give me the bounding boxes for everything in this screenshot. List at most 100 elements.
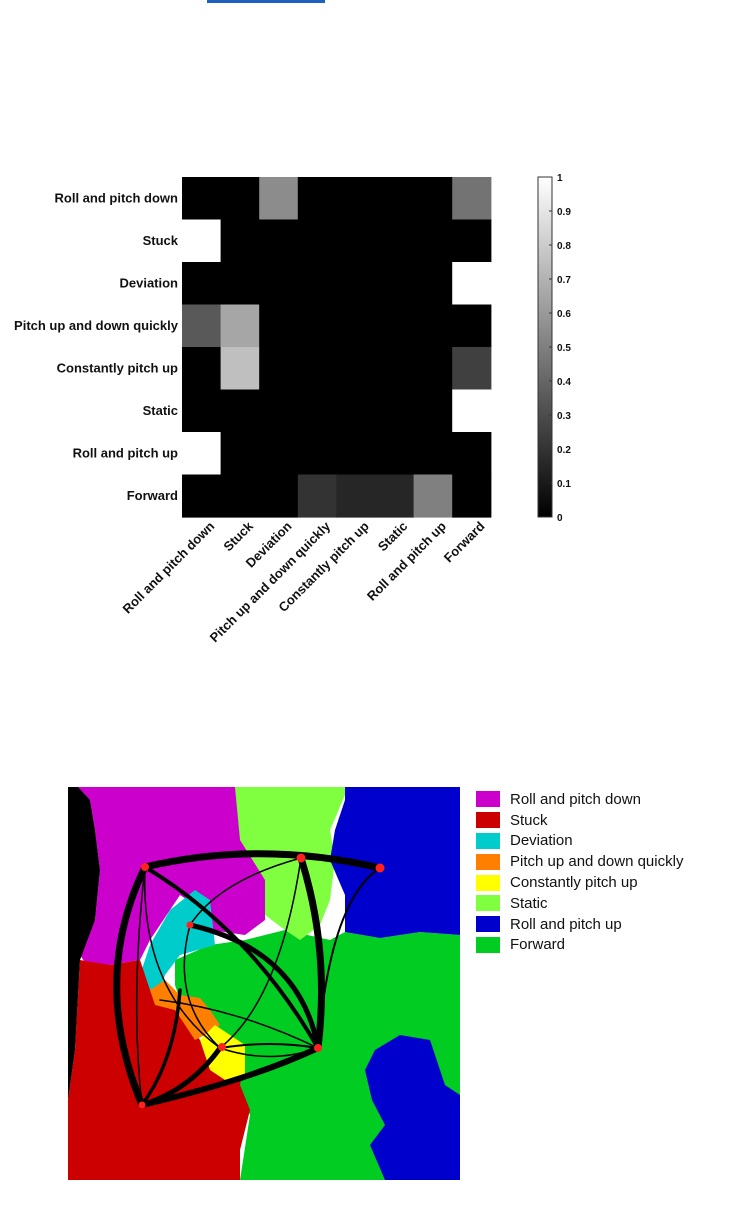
heatmap-cell-r6-c2 bbox=[259, 432, 299, 476]
node-stuck bbox=[138, 1101, 146, 1109]
region-legend: Roll and pitch down Stuck Deviation Pitch u… bbox=[476, 789, 683, 955]
heatmap-cell-r1-c1 bbox=[220, 219, 260, 263]
y-tick-label: Forward bbox=[127, 488, 178, 503]
heatmap-cell-r0-c3 bbox=[297, 177, 337, 221]
legend-label: Deviation bbox=[510, 832, 573, 850]
heatmap-cell-r6-c1 bbox=[220, 432, 260, 476]
edge-stuck-forward bbox=[139, 1045, 321, 1108]
y-tick-label: Deviation bbox=[119, 275, 178, 290]
y-tick-label: Static bbox=[143, 403, 178, 418]
heatmap-cell-r4-c4 bbox=[336, 347, 376, 391]
edge-rpd-stuck-thin bbox=[135, 866, 146, 1106]
y-tick-label: Stuck bbox=[143, 233, 179, 248]
y-tick-label: Roll and pitch down bbox=[55, 190, 179, 205]
edge-static-forward bbox=[297, 854, 326, 1052]
heatmap-cell-r1-c5 bbox=[375, 219, 415, 263]
edge-cpu-forward-2 bbox=[219, 1047, 319, 1058]
heatmap-cell-r5-c5 bbox=[375, 389, 415, 433]
edge-rpd-cpu bbox=[143, 866, 221, 1049]
region-roll-and-pitch-up-lower bbox=[365, 1035, 460, 1180]
heatmap-cell-r1-c6 bbox=[413, 219, 453, 263]
confusion-heatmap bbox=[182, 177, 492, 518]
legend-entry: Static bbox=[476, 893, 683, 914]
heatmap-cell-r0-c1 bbox=[220, 177, 260, 221]
heatmap-cell-r4-c7 bbox=[452, 347, 492, 391]
legend-label: Roll and pitch up bbox=[510, 915, 622, 933]
transition-nodes bbox=[138, 853, 385, 1109]
heatmap-y-labels: Roll and pitch down Stuck Deviation Pitch u… bbox=[14, 190, 179, 503]
edge-rpd-rpu bbox=[141, 850, 384, 872]
node-deviation bbox=[186, 921, 194, 929]
heatmap-cell-r7-c1 bbox=[220, 474, 260, 518]
edge-static-rpd bbox=[189, 857, 302, 926]
region-pitch-up-and-down-quickly bbox=[150, 980, 220, 1040]
node-roll-and-pitch-down bbox=[141, 863, 149, 871]
heatmap-cell-r4-c0 bbox=[182, 347, 222, 391]
heatmap-cell-r4-c5 bbox=[375, 347, 415, 391]
colorbar-tick-label: 0.1 bbox=[557, 479, 571, 490]
colorbar-tick-label: 1 bbox=[557, 173, 563, 184]
heatmap-cell-r6-c5 bbox=[375, 432, 415, 476]
region-map bbox=[68, 787, 460, 1180]
heatmap-cell-r4-c1 bbox=[220, 347, 260, 391]
heatmap-cell-r2-c6 bbox=[413, 262, 453, 306]
heatmap-cell-r2-c5 bbox=[375, 262, 415, 306]
heatmap-cell-r6-c0 bbox=[182, 432, 222, 476]
heatmap-cell-r3-c2 bbox=[259, 304, 299, 348]
legend-swatch bbox=[476, 874, 500, 891]
y-tick-label: Constantly pitch up bbox=[57, 360, 178, 375]
heatmap-cell-r1-c4 bbox=[336, 219, 376, 263]
x-tick-label: Static bbox=[375, 519, 411, 555]
node-forward bbox=[314, 1044, 322, 1052]
legend-swatch bbox=[476, 791, 500, 808]
legend-swatch bbox=[476, 936, 500, 953]
edge-static-cpu bbox=[219, 857, 302, 1049]
heatmap-cell-r0-c5 bbox=[375, 177, 415, 221]
heatmap-cell-r1-c0 bbox=[182, 219, 222, 263]
region-deviation bbox=[140, 890, 215, 990]
legend-entry: Pitch up and down quickly bbox=[476, 851, 683, 872]
heatmap-cell-r2-c7 bbox=[452, 262, 492, 306]
transition-edges bbox=[113, 850, 384, 1109]
region-left-black-edge bbox=[68, 787, 100, 1100]
colorbar-tick-label: 0.3 bbox=[557, 411, 571, 422]
heatmap-cell-r5-c7 bbox=[452, 389, 492, 433]
heatmap-cell-r4-c6 bbox=[413, 347, 453, 391]
heatmap-cell-r0-c6 bbox=[413, 177, 453, 221]
region-static bbox=[235, 787, 345, 940]
heatmap-cell-r7-c6 bbox=[413, 474, 453, 518]
colorbar-tick-label: 0.9 bbox=[557, 207, 571, 218]
y-tick-label: Roll and pitch up bbox=[73, 445, 178, 460]
legend-label: Stuck bbox=[510, 811, 548, 829]
legend-swatch bbox=[476, 916, 500, 933]
heatmap-cell-r4-c3 bbox=[297, 347, 337, 391]
region-roll-and-pitch-up bbox=[330, 787, 460, 938]
heatmap-cell-r0-c7 bbox=[452, 177, 492, 221]
y-tick-label: Pitch up and down quickly bbox=[14, 318, 179, 333]
heatmap-cell-r6-c7 bbox=[452, 432, 492, 476]
heatmap-cell-r7-c4 bbox=[336, 474, 376, 518]
legend-swatch bbox=[476, 895, 500, 912]
heatmap-cell-r3-c3 bbox=[297, 304, 337, 348]
x-tick-label: Forward bbox=[441, 518, 488, 565]
legend-label: Forward bbox=[510, 936, 566, 954]
colorbar-tick-label: 0.8 bbox=[557, 241, 571, 252]
heatmap-cell-r5-c6 bbox=[413, 389, 453, 433]
colorbar-tick-label: 0.2 bbox=[557, 445, 571, 456]
colorbar-tick-label: 0.7 bbox=[557, 275, 571, 286]
node-static bbox=[296, 853, 306, 863]
legend-entry: Deviation bbox=[476, 831, 683, 852]
heatmap-cell-r7-c2 bbox=[259, 474, 299, 518]
edge-deviation-forward bbox=[187, 922, 321, 1051]
legend-label: Constantly pitch up bbox=[510, 874, 638, 892]
legend-swatch bbox=[476, 812, 500, 829]
legend-entry: Constantly pitch up bbox=[476, 872, 683, 893]
edge-stuck-rpd bbox=[113, 863, 149, 1109]
region-stuck bbox=[68, 960, 250, 1180]
heatmap-cell-r4-c2 bbox=[259, 347, 299, 391]
heatmap-cell-r0-c2 bbox=[259, 177, 299, 221]
heatmap-cell-r1-c2 bbox=[259, 219, 299, 263]
heatmap-cell-r5-c2 bbox=[259, 389, 299, 433]
edge-cpu-forward bbox=[219, 1043, 319, 1049]
